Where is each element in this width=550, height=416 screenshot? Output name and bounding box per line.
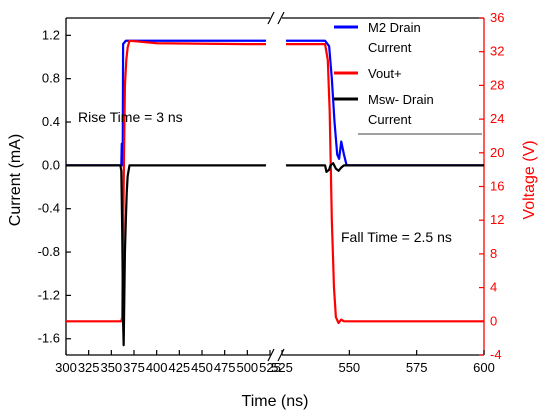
y-left-tick-label: 1.2 xyxy=(42,27,60,42)
x-tick-label: 425 xyxy=(168,360,190,375)
y-right-tick-label: 28 xyxy=(490,77,504,92)
series-line-vout- xyxy=(286,43,484,325)
y-left-tick-label: -1.6 xyxy=(38,331,60,346)
series-line-msw-drain-current xyxy=(286,162,484,173)
legend-entry-label: Current xyxy=(368,112,412,127)
x-tick-label: 400 xyxy=(146,360,168,375)
y-right-tick-label: 4 xyxy=(490,280,497,295)
series-line-m2-drain-current xyxy=(66,39,266,167)
x-tick-label: 600 xyxy=(473,360,495,375)
legend: M2 Drain Current Vout+ Msw- Drain Current xyxy=(334,20,482,135)
axis-break-mark xyxy=(277,348,285,362)
y-axis-right-label: Voltage (V) xyxy=(521,140,538,219)
series-line-msw-drain-current xyxy=(66,164,266,347)
x-tick-label: 325 xyxy=(78,360,100,375)
y-right-tick-label: 16 xyxy=(490,179,504,194)
axis-break-mark xyxy=(277,11,285,25)
y-left-tick-label: -0.8 xyxy=(38,244,60,259)
annotations: Rise Time = 3 ns Fall Time = 2.5 ns xyxy=(78,109,452,245)
y-right-tick-label: 0 xyxy=(490,313,497,328)
y-left-tick-label: 0.0 xyxy=(42,157,60,172)
axes xyxy=(65,11,485,362)
legend-entry-label: Msw- Drain xyxy=(368,92,434,107)
x-tick-label: 300 xyxy=(55,360,77,375)
x-tick-label: 525 xyxy=(259,360,281,375)
x-tick-label: 375 xyxy=(123,360,145,375)
x-tick-label: 575 xyxy=(406,360,428,375)
y-right-tick-label: 24 xyxy=(490,111,504,126)
x-tick-label: 350 xyxy=(100,360,122,375)
legend-entry-label: Current xyxy=(368,40,412,55)
fall-time-annotation: Fall Time = 2.5 ns xyxy=(341,229,452,245)
y-right-tick-label: 20 xyxy=(490,145,504,160)
axis-break-mark xyxy=(267,11,275,25)
y-left-tick-label: 0.8 xyxy=(42,71,60,86)
x-axis-label: Time (ns) xyxy=(242,393,309,410)
y-right-tick-label: -4 xyxy=(490,347,502,362)
series-line-m2-drain-current xyxy=(286,39,484,167)
rise-time-annotation: Rise Time = 3 ns xyxy=(78,109,183,125)
x-tick-label: 550 xyxy=(338,360,360,375)
x-tick-label: 450 xyxy=(191,360,213,375)
axis-break-mark xyxy=(267,348,275,362)
legend-entry-label: M2 Drain xyxy=(368,20,421,35)
x-tick-label: 500 xyxy=(236,360,258,375)
y-left-tick-label: -1.2 xyxy=(38,287,60,302)
legend-entry-label: Vout+ xyxy=(368,66,402,81)
y-left-tick-label: -0.4 xyxy=(38,201,60,216)
series-line-vout- xyxy=(66,39,266,323)
y-right-tick-label: 8 xyxy=(490,246,497,261)
y-right-tick-label: 32 xyxy=(490,44,504,59)
y-right-tick-label: 36 xyxy=(490,10,504,25)
series-layer xyxy=(66,39,484,347)
y-right-tick-label: 12 xyxy=(490,212,504,227)
x-tick-label: 475 xyxy=(214,360,236,375)
y-left-tick-label: 0.4 xyxy=(42,114,60,129)
x-tick-label: 525 xyxy=(271,360,293,375)
y-axis-left-label: Current (mA) xyxy=(7,134,24,226)
